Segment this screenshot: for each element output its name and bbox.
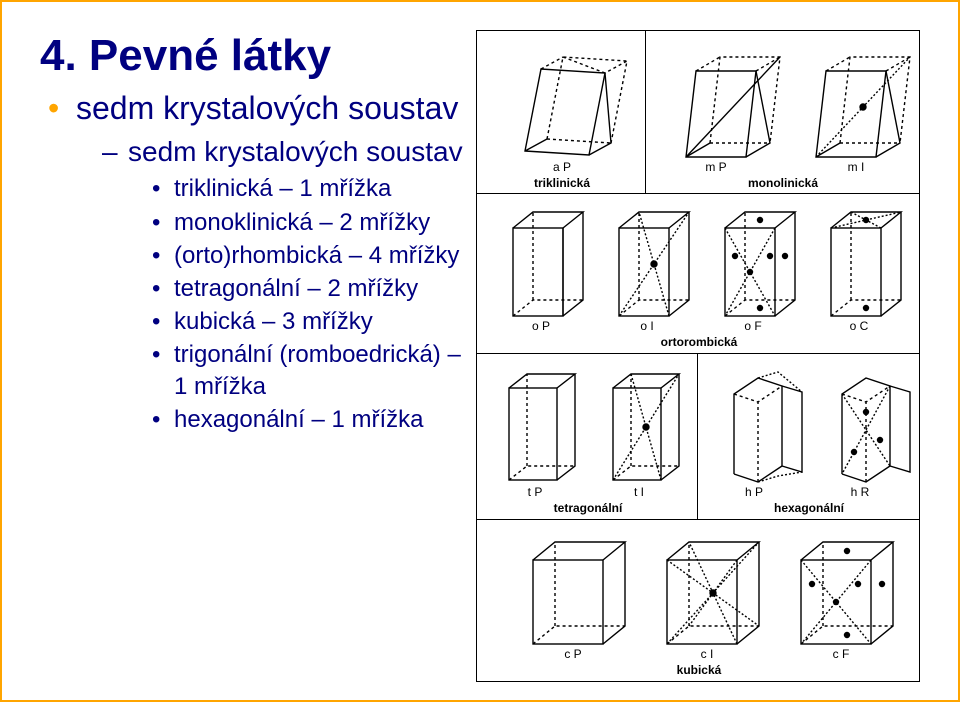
figure-row-2: o P o I o F o C ortorombická xyxy=(476,194,928,354)
list-item: monoklinická – 2 mřížky xyxy=(152,207,472,238)
bullet-l2-list: sedm krystalových soustav triklinická – … xyxy=(76,134,472,435)
list-item: triklinická – 1 mřížka xyxy=(152,173,472,204)
caption-monoklinic: monolinická xyxy=(748,176,818,190)
caption-hexagonal: hexagonální xyxy=(774,501,845,515)
label-mI: m I xyxy=(848,160,865,174)
slide-title: 4. Pevné látky xyxy=(40,32,472,80)
label-oP: o P xyxy=(532,319,550,333)
right-column: a P triklinická xyxy=(472,22,928,670)
figure-row-4: c P c I c F kubická xyxy=(476,520,928,682)
panel-cubic: c P c I c F kubická xyxy=(476,520,920,682)
label-oI: o I xyxy=(640,319,653,333)
list-item: (orto)rhombická – 4 mřížky xyxy=(152,240,472,271)
bullet-l2: sedm krystalových soustav triklinická – … xyxy=(102,134,472,435)
bullet-l1-text: sedm krystalových soustav xyxy=(76,90,458,126)
list-item: tetragonální – 2 mřížky xyxy=(152,273,472,304)
list-item: kubická – 3 mřížky xyxy=(152,306,472,337)
caption-triklinic: triklinická xyxy=(534,176,590,190)
figure-row-3: t P t I tetragonální xyxy=(476,354,928,520)
label-cP: c P xyxy=(564,647,581,661)
label-hP: h P xyxy=(745,485,763,499)
panel-ortorhombic: o P o I o F o C ortorombická xyxy=(476,194,920,354)
slide: 4. Pevné látky sedm krystalových soustav… xyxy=(0,0,960,702)
label-oC: o C xyxy=(850,319,869,333)
label-mP: m P xyxy=(705,160,726,174)
bullet-l2-text: sedm krystalových soustav xyxy=(128,136,463,167)
label-oF: o F xyxy=(744,319,761,333)
panel-hexagonal: h P h R hexagonální xyxy=(698,354,920,520)
ortorhombic-svg: o P o I o F o C ortorombická xyxy=(477,194,921,354)
label-tI: t I xyxy=(634,485,644,499)
left-column: 4. Pevné látky sedm krystalových soustav… xyxy=(32,22,472,670)
figure-row-1: a P triklinická xyxy=(476,30,928,194)
label-cF: c F xyxy=(833,647,850,661)
bullet-list: sedm krystalových soustav sedm krystalov… xyxy=(32,88,472,435)
list-item: trigonální (romboedrická) – 1 mřížka xyxy=(152,339,472,401)
panel-triklinic: a P triklinická xyxy=(476,30,646,194)
label-aP: a P xyxy=(553,160,571,174)
list-item: hexagonální – 1 mřížka xyxy=(152,404,472,435)
caption-cubic: kubická xyxy=(677,663,722,677)
label-hR: h R xyxy=(851,485,870,499)
label-cI: c I xyxy=(701,647,714,661)
hexagonal-svg: h P h R hexagonální xyxy=(698,354,920,520)
panel-tetragonal: t P t I tetragonální xyxy=(476,354,698,520)
monoklinic-svg: m P m I monolinická xyxy=(646,31,920,195)
triklinic-svg: a P triklinická xyxy=(477,31,647,195)
bullet-l3-list: triklinická – 1 mřížka monoklinická – 2 … xyxy=(128,173,472,435)
caption-ortorhombic: ortorombická xyxy=(661,335,738,349)
panel-monoklinic: m P m I monolinická xyxy=(646,30,920,194)
tetragonal-svg: t P t I tetragonální xyxy=(477,354,699,520)
bullet-l1: sedm krystalových soustav sedm krystalov… xyxy=(48,88,472,435)
caption-tetragonal: tetragonální xyxy=(554,501,623,515)
cubic-svg: c P c I c F kubická xyxy=(477,520,921,682)
label-tP: t P xyxy=(528,485,543,499)
